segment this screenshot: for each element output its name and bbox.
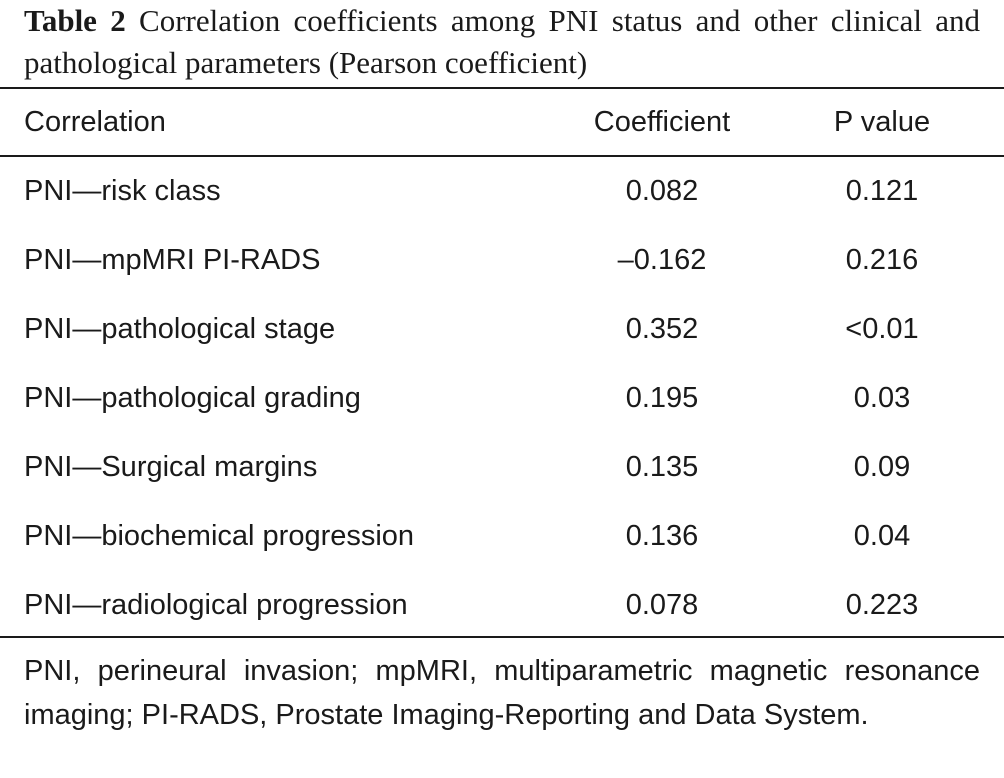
cell-correlation: PNI—radiological progression [24,589,408,621]
table-row: PNI—biochemical progression 0.136 0.04 [0,516,1004,556]
header-correlation: Correlation [24,106,166,138]
cell-correlation: PNI—risk class [24,175,221,207]
cell-p-value: 0.223 [845,589,919,621]
cell-p-value: 0.09 [853,451,911,483]
table-row: PNI—radiological progression 0.078 0.223 [0,585,1004,625]
cell-coefficient: 0.135 [625,451,699,483]
cell-p-value: 0.121 [845,175,919,207]
cell-coefficient: 0.136 [625,520,699,552]
table-caption: Table 2 Correlation coefficients among P… [24,0,980,84]
table-top-rule [0,87,1004,89]
header-p-value: P value [833,106,931,138]
cell-p-value: <0.01 [845,313,919,345]
table-row: PNI—risk class 0.082 0.121 [0,171,1004,211]
cell-coefficient: 0.078 [625,589,699,621]
cell-correlation: PNI—Surgical margins [24,451,318,483]
cell-correlation: PNI—pathological grading [24,382,361,414]
table-label: Table 2 [24,3,126,38]
cell-coefficient: 0.195 [625,382,699,414]
cell-coefficient: 0.352 [625,313,699,345]
cell-correlation: PNI—pathological stage [24,313,336,345]
cell-p-value: 0.216 [845,244,919,276]
cell-correlation: PNI—mpMRI PI-RADS [24,244,321,276]
cell-coefficient: 0.082 [625,175,699,207]
table-row: PNI—Surgical margins 0.135 0.09 [0,447,1004,487]
table-row: PNI—pathological grading 0.195 0.03 [0,378,1004,418]
cell-coefficient: –0.162 [617,244,707,276]
header-coefficient: Coefficient [593,106,731,138]
table-row: PNI—pathological stage 0.352 <0.01 [0,309,1004,349]
cell-p-value: 0.03 [853,382,911,414]
cell-correlation: PNI—biochemical progression [24,520,415,552]
table-title: Correlation coefficients among PNI statu… [24,3,980,80]
table-row: PNI—mpMRI PI-RADS –0.162 0.216 [0,240,1004,280]
table-bottom-rule [0,636,1004,638]
table-footnote: PNI, perineural invasion; mpMRI, multipa… [24,655,980,731]
table-header-row: Correlation Coefficient P value [0,102,1004,142]
cell-p-value: 0.04 [853,520,911,552]
table-header-rule [0,155,1004,157]
